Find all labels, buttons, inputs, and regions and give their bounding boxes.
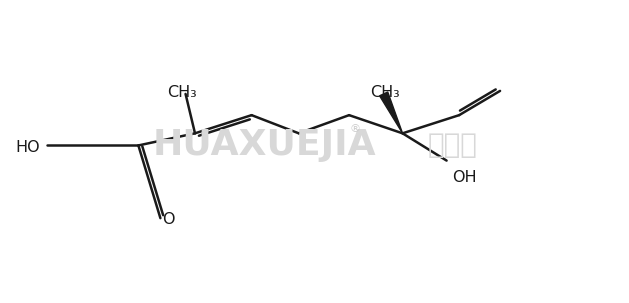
Text: OH: OH	[452, 170, 477, 185]
Polygon shape	[380, 92, 403, 133]
Text: HUAXUEJIA: HUAXUEJIA	[152, 128, 376, 162]
Text: HO: HO	[15, 140, 40, 155]
Text: ®: ®	[350, 124, 361, 134]
Text: O: O	[162, 212, 175, 227]
Text: 化学加: 化学加	[428, 132, 478, 159]
Text: CH₃: CH₃	[370, 85, 400, 101]
Text: CH₃: CH₃	[167, 85, 198, 101]
